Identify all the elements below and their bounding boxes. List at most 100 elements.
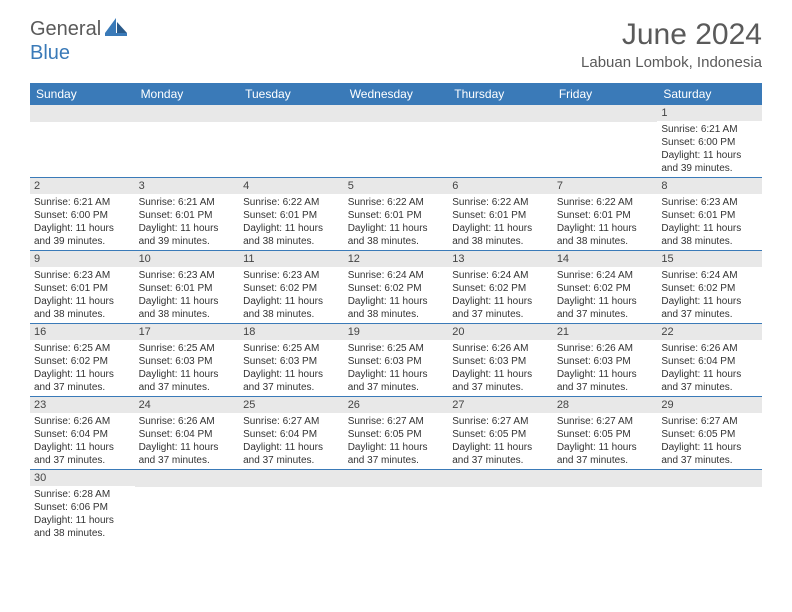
day-details: Sunrise: 6:21 AMSunset: 6:01 PMDaylight:… [135, 194, 240, 250]
calendar-week-row: 30Sunrise: 6:28 AMSunset: 6:06 PMDayligh… [30, 470, 762, 543]
day-details: Sunrise: 6:26 AMSunset: 6:03 PMDaylight:… [553, 340, 658, 396]
empty-day [344, 105, 449, 122]
empty-day [239, 105, 344, 122]
day-number: 14 [553, 251, 658, 267]
calendar-cell: 2Sunrise: 6:21 AMSunset: 6:00 PMDaylight… [30, 178, 135, 251]
calendar-cell: 11Sunrise: 6:23 AMSunset: 6:02 PMDayligh… [239, 251, 344, 324]
day-number: 12 [344, 251, 449, 267]
day-details: Sunrise: 6:23 AMSunset: 6:02 PMDaylight:… [239, 267, 344, 323]
calendar-cell: 7Sunrise: 6:22 AMSunset: 6:01 PMDaylight… [553, 178, 658, 251]
calendar-cell [135, 105, 240, 178]
month-title: June 2024 [581, 18, 762, 52]
calendar-cell: 21Sunrise: 6:26 AMSunset: 6:03 PMDayligh… [553, 324, 658, 397]
day-number: 19 [344, 324, 449, 340]
day-number: 27 [448, 397, 553, 413]
day-number: 15 [657, 251, 762, 267]
calendar-cell: 5Sunrise: 6:22 AMSunset: 6:01 PMDaylight… [344, 178, 449, 251]
day-number: 8 [657, 178, 762, 194]
empty-day [135, 105, 240, 122]
calendar-cell [135, 470, 240, 543]
calendar-cell: 14Sunrise: 6:24 AMSunset: 6:02 PMDayligh… [553, 251, 658, 324]
day-number: 20 [448, 324, 553, 340]
day-number: 7 [553, 178, 658, 194]
day-details: Sunrise: 6:27 AMSunset: 6:05 PMDaylight:… [657, 413, 762, 469]
calendar-cell: 16Sunrise: 6:25 AMSunset: 6:02 PMDayligh… [30, 324, 135, 397]
empty-day [30, 105, 135, 122]
day-details: Sunrise: 6:26 AMSunset: 6:04 PMDaylight:… [135, 413, 240, 469]
day-details: Sunrise: 6:21 AMSunset: 6:00 PMDaylight:… [657, 121, 762, 177]
day-number: 23 [30, 397, 135, 413]
calendar-cell: 28Sunrise: 6:27 AMSunset: 6:05 PMDayligh… [553, 397, 658, 470]
day-details: Sunrise: 6:27 AMSunset: 6:05 PMDaylight:… [448, 413, 553, 469]
calendar-cell [448, 105, 553, 178]
day-details: Sunrise: 6:23 AMSunset: 6:01 PMDaylight:… [135, 267, 240, 323]
day-number: 30 [30, 470, 135, 486]
day-number: 3 [135, 178, 240, 194]
calendar-cell: 12Sunrise: 6:24 AMSunset: 6:02 PMDayligh… [344, 251, 449, 324]
day-number: 2 [30, 178, 135, 194]
logo-sail-icon [105, 18, 127, 41]
day-details: Sunrise: 6:27 AMSunset: 6:05 PMDaylight:… [344, 413, 449, 469]
location: Labuan Lombok, Indonesia [581, 54, 762, 71]
day-number: 16 [30, 324, 135, 340]
day-number: 1 [657, 105, 762, 121]
calendar-cell: 4Sunrise: 6:22 AMSunset: 6:01 PMDaylight… [239, 178, 344, 251]
weekday-header: Wednesday [344, 83, 449, 105]
calendar-week-row: 16Sunrise: 6:25 AMSunset: 6:02 PMDayligh… [30, 324, 762, 397]
calendar-cell: 19Sunrise: 6:25 AMSunset: 6:03 PMDayligh… [344, 324, 449, 397]
day-details: Sunrise: 6:24 AMSunset: 6:02 PMDaylight:… [344, 267, 449, 323]
empty-day [239, 470, 344, 487]
day-details: Sunrise: 6:23 AMSunset: 6:01 PMDaylight:… [30, 267, 135, 323]
calendar-cell [239, 470, 344, 543]
day-details: Sunrise: 6:24 AMSunset: 6:02 PMDaylight:… [448, 267, 553, 323]
calendar-cell: 22Sunrise: 6:26 AMSunset: 6:04 PMDayligh… [657, 324, 762, 397]
calendar-cell: 8Sunrise: 6:23 AMSunset: 6:01 PMDaylight… [657, 178, 762, 251]
day-number: 29 [657, 397, 762, 413]
calendar-cell: 20Sunrise: 6:26 AMSunset: 6:03 PMDayligh… [448, 324, 553, 397]
calendar-week-row: 9Sunrise: 6:23 AMSunset: 6:01 PMDaylight… [30, 251, 762, 324]
calendar-cell: 17Sunrise: 6:25 AMSunset: 6:03 PMDayligh… [135, 324, 240, 397]
weekday-header: Tuesday [239, 83, 344, 105]
logo: General [30, 18, 129, 41]
empty-day [448, 470, 553, 487]
empty-day [553, 470, 658, 487]
day-number: 10 [135, 251, 240, 267]
day-details: Sunrise: 6:25 AMSunset: 6:03 PMDaylight:… [344, 340, 449, 396]
calendar-cell: 25Sunrise: 6:27 AMSunset: 6:04 PMDayligh… [239, 397, 344, 470]
empty-day [344, 470, 449, 487]
day-details: Sunrise: 6:26 AMSunset: 6:04 PMDaylight:… [657, 340, 762, 396]
empty-day [553, 105, 658, 122]
calendar-cell: 15Sunrise: 6:24 AMSunset: 6:02 PMDayligh… [657, 251, 762, 324]
calendar-cell [553, 105, 658, 178]
calendar-cell [553, 470, 658, 543]
day-number: 13 [448, 251, 553, 267]
day-details: Sunrise: 6:22 AMSunset: 6:01 PMDaylight:… [448, 194, 553, 250]
empty-day [448, 105, 553, 122]
calendar-cell [30, 105, 135, 178]
empty-day [135, 470, 240, 487]
calendar-cell: 30Sunrise: 6:28 AMSunset: 6:06 PMDayligh… [30, 470, 135, 543]
day-number: 25 [239, 397, 344, 413]
empty-day [657, 470, 762, 487]
day-details: Sunrise: 6:22 AMSunset: 6:01 PMDaylight:… [239, 194, 344, 250]
calendar-week-row: 2Sunrise: 6:21 AMSunset: 6:00 PMDaylight… [30, 178, 762, 251]
calendar-cell: 26Sunrise: 6:27 AMSunset: 6:05 PMDayligh… [344, 397, 449, 470]
calendar-cell: 18Sunrise: 6:25 AMSunset: 6:03 PMDayligh… [239, 324, 344, 397]
calendar-cell: 10Sunrise: 6:23 AMSunset: 6:01 PMDayligh… [135, 251, 240, 324]
day-details: Sunrise: 6:24 AMSunset: 6:02 PMDaylight:… [657, 267, 762, 323]
calendar-cell: 1Sunrise: 6:21 AMSunset: 6:00 PMDaylight… [657, 105, 762, 178]
day-number: 11 [239, 251, 344, 267]
day-details: Sunrise: 6:28 AMSunset: 6:06 PMDaylight:… [30, 486, 135, 542]
day-number: 9 [30, 251, 135, 267]
calendar-cell [239, 105, 344, 178]
calendar-cell [448, 470, 553, 543]
weekday-header-row: SundayMondayTuesdayWednesdayThursdayFrid… [30, 83, 762, 105]
calendar-cell: 9Sunrise: 6:23 AMSunset: 6:01 PMDaylight… [30, 251, 135, 324]
calendar-cell: 23Sunrise: 6:26 AMSunset: 6:04 PMDayligh… [30, 397, 135, 470]
day-details: Sunrise: 6:26 AMSunset: 6:03 PMDaylight:… [448, 340, 553, 396]
day-number: 26 [344, 397, 449, 413]
day-details: Sunrise: 6:24 AMSunset: 6:02 PMDaylight:… [553, 267, 658, 323]
day-details: Sunrise: 6:25 AMSunset: 6:03 PMDaylight:… [239, 340, 344, 396]
calendar-week-row: 23Sunrise: 6:26 AMSunset: 6:04 PMDayligh… [30, 397, 762, 470]
day-number: 6 [448, 178, 553, 194]
